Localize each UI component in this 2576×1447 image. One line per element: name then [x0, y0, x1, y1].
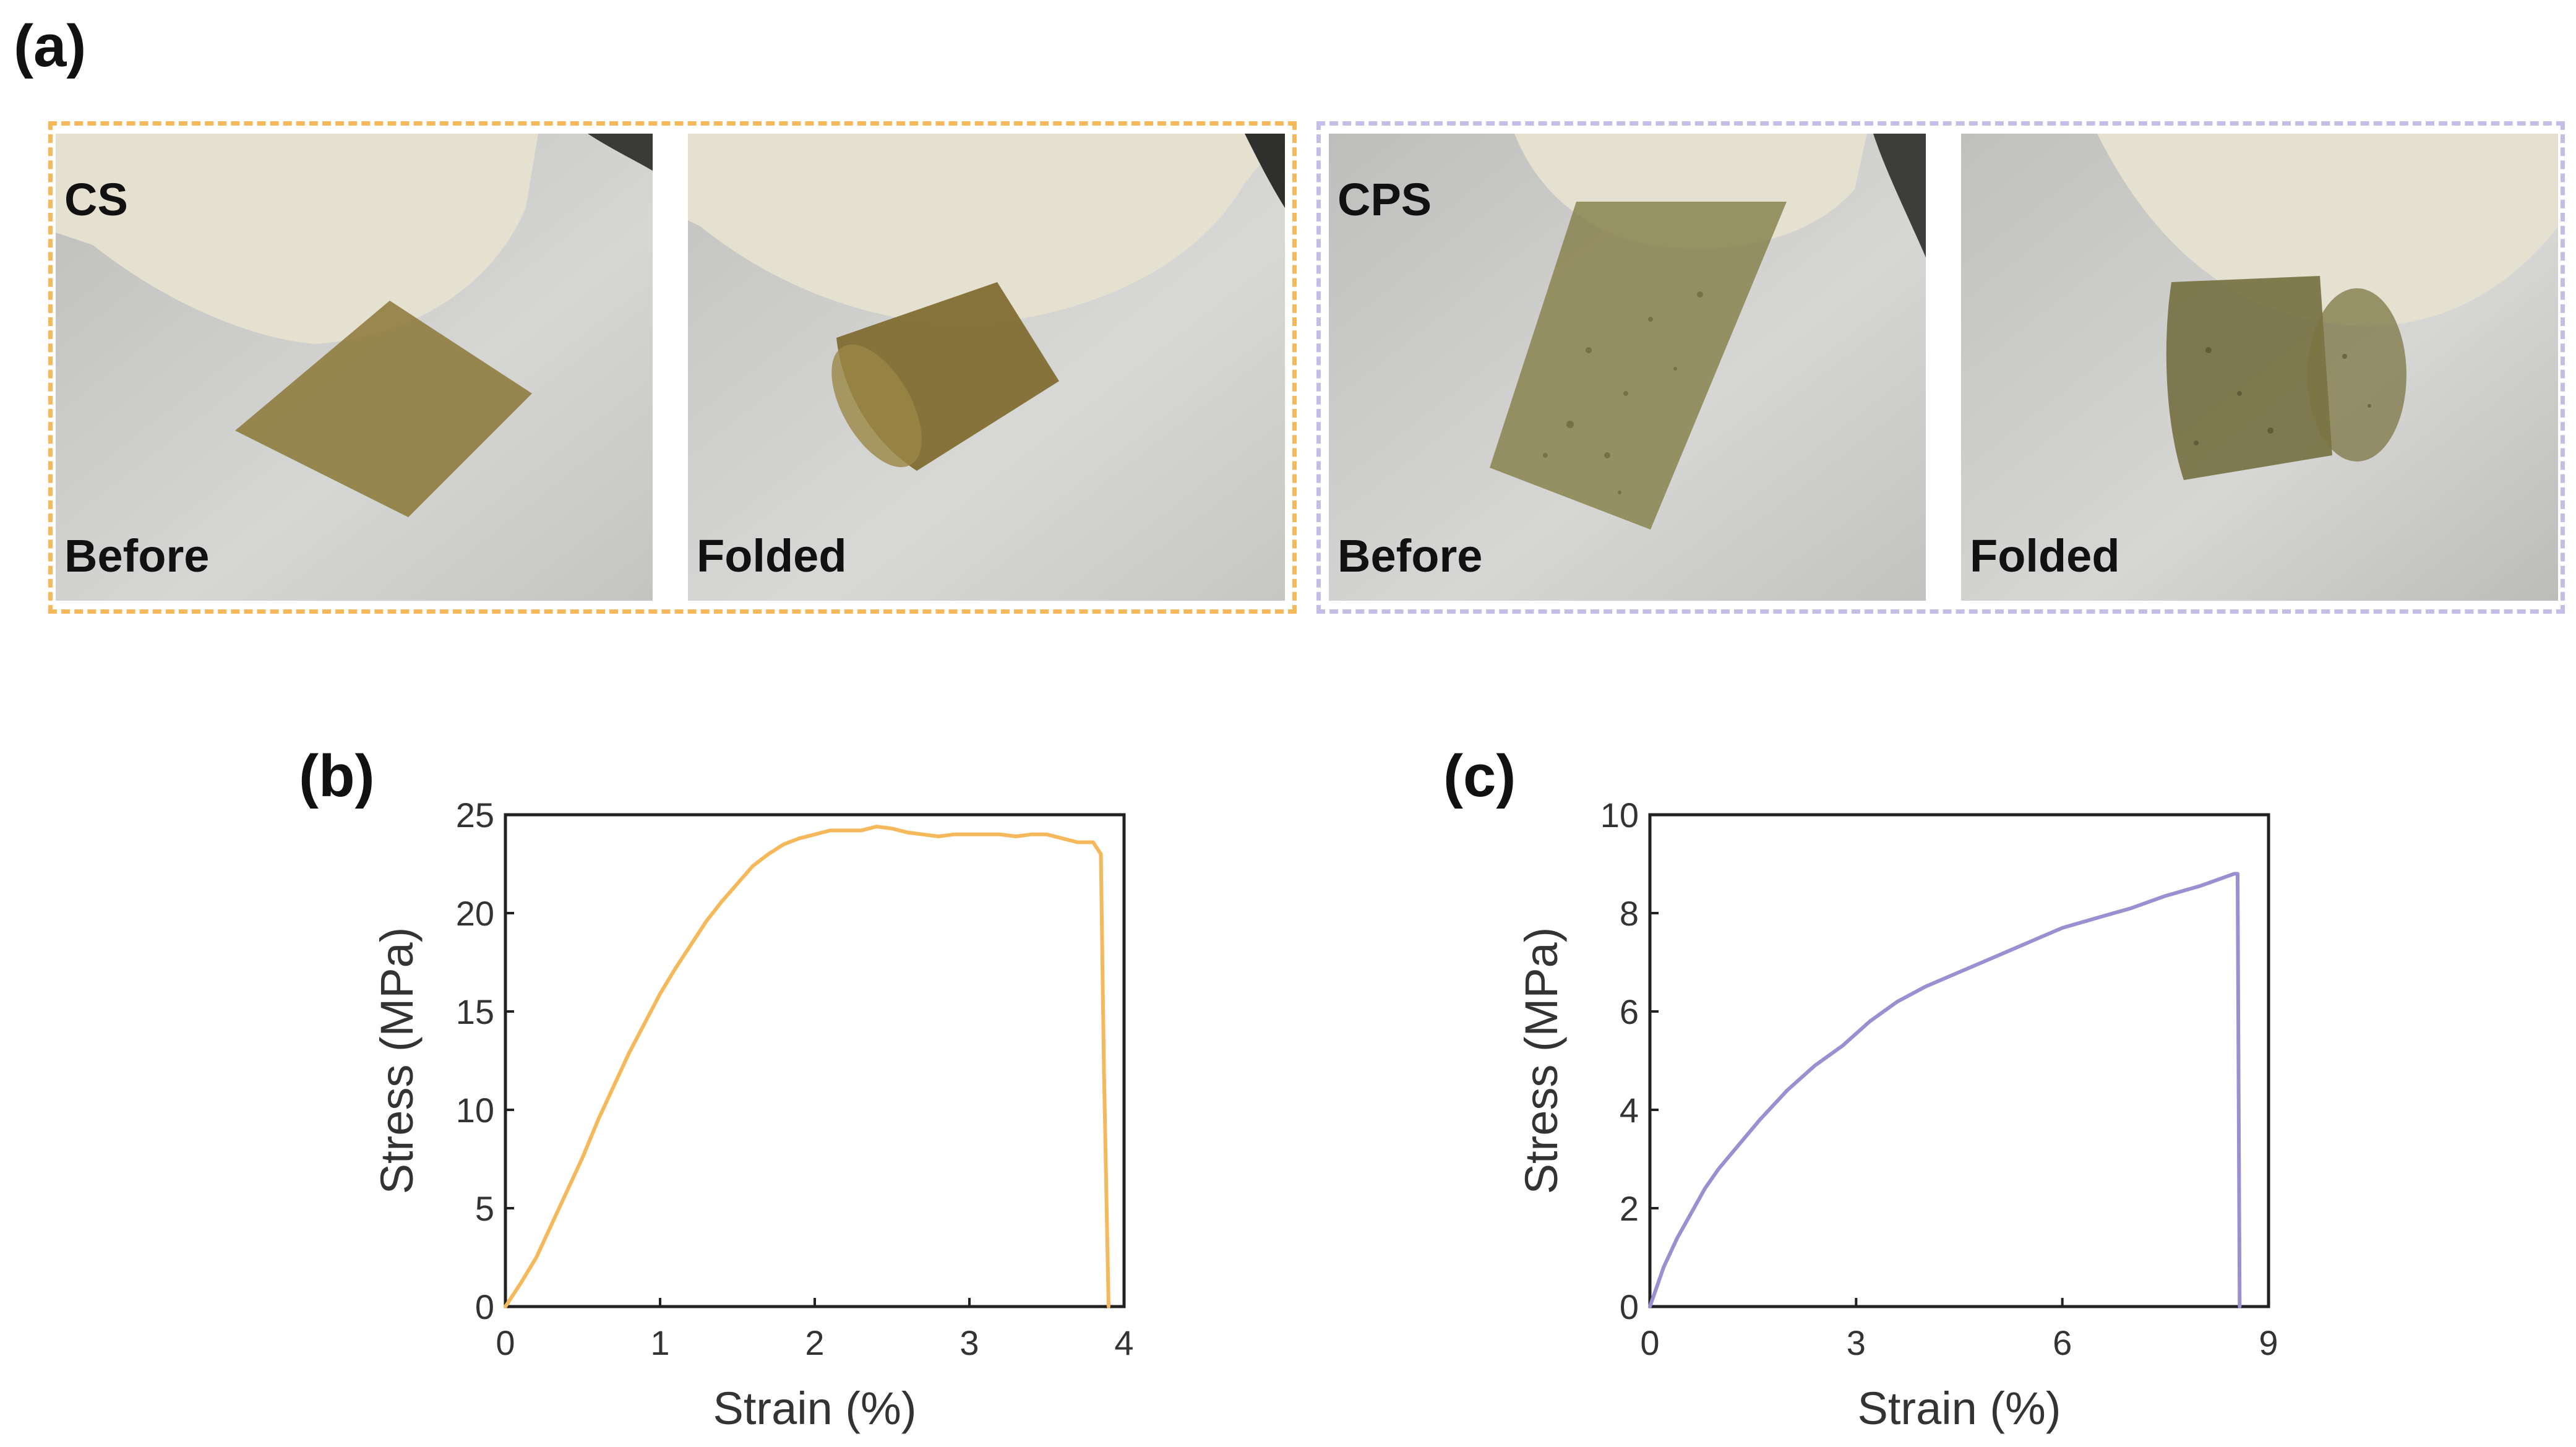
- x-tick-label: 3: [1847, 1323, 1866, 1362]
- plot-frame: [504, 813, 1126, 1308]
- series-line: [1648, 872, 2242, 1308]
- cs-group-box: [48, 121, 1297, 614]
- y-tick-label: 8: [1620, 894, 1639, 933]
- chart-b-svg: 0 1 2 3 4 0 5 10 15 20 25 Strain (%) Stress (MPa): [371, 796, 1134, 1434]
- y-tick-label: 6: [1620, 992, 1639, 1031]
- y-axis-label: Stress (MPa): [1516, 927, 1567, 1195]
- chart-c: 0 3 6 9 0 2 4 6 8 10 Strain (%) Stress (MPa): [1503, 792, 2320, 1435]
- x-tick-label: 3: [960, 1323, 979, 1362]
- y-tick-label: 2: [1620, 1189, 1639, 1228]
- photo-cps-folded-image: [1961, 134, 2558, 601]
- x-tick-label: 2: [805, 1323, 824, 1362]
- y-tick-label: 25: [456, 796, 494, 835]
- x-tick-label: 0: [496, 1323, 515, 1362]
- y-tick-label: 0: [475, 1287, 494, 1326]
- y-tick-label: 10: [1600, 796, 1639, 835]
- photo-cs-before-image: [56, 134, 653, 601]
- x-tick-label: 9: [2259, 1323, 2278, 1362]
- photo-cs-before: CS Before: [56, 134, 653, 601]
- series-line: [504, 825, 1110, 1308]
- y-tick-label: 20: [456, 894, 494, 933]
- photo-state-label: Folded: [697, 530, 847, 582]
- y-tick-label: 5: [475, 1189, 494, 1228]
- cps-group-box: [1316, 121, 2565, 614]
- photo-state-label: Before: [1337, 530, 1483, 582]
- photo-cs-folded-image: [688, 134, 1285, 601]
- chart-b: 0 1 2 3 4 0 5 10 15 20 25 Strain (%) Stress (MPa): [359, 792, 1175, 1435]
- y-tick-label: 15: [456, 992, 494, 1031]
- photo-cps-folded: Folded: [1961, 134, 2558, 601]
- panel-label-a: (a): [14, 13, 87, 79]
- x-axis-label: Strain (%): [1858, 1383, 2061, 1434]
- photo-cps-before-image: [1329, 134, 1926, 601]
- y-axis-label: Stress (MPa): [371, 927, 423, 1195]
- photo-cs-folded: Folded: [688, 134, 1285, 601]
- photo-state-label: Folded: [1970, 530, 2120, 582]
- chart-c-svg: 0 3 6 9 0 2 4 6 8 10 Strain (%) Stress (MPa): [1516, 796, 2278, 1434]
- x-tick-label: 6: [2053, 1323, 2072, 1362]
- photo-sample-label: CPS: [1337, 174, 1432, 225]
- panel-label-c: (c): [1443, 743, 1516, 809]
- x-tick-label: 0: [1640, 1323, 1659, 1362]
- panel-label-b: (b): [299, 743, 375, 809]
- x-axis-label: Strain (%): [713, 1383, 917, 1434]
- x-tick-label: 4: [1114, 1323, 1133, 1362]
- y-tick-label: 4: [1620, 1091, 1639, 1130]
- photo-cps-before: CPS Before: [1329, 134, 1926, 601]
- y-tick-label: 10: [456, 1091, 494, 1130]
- photo-state-label: Before: [64, 530, 210, 582]
- x-tick-label: 1: [650, 1323, 669, 1362]
- plot-frame: [1648, 813, 2270, 1308]
- y-tick-label: 0: [1620, 1287, 1639, 1326]
- photo-sample-label: CS: [64, 174, 128, 225]
